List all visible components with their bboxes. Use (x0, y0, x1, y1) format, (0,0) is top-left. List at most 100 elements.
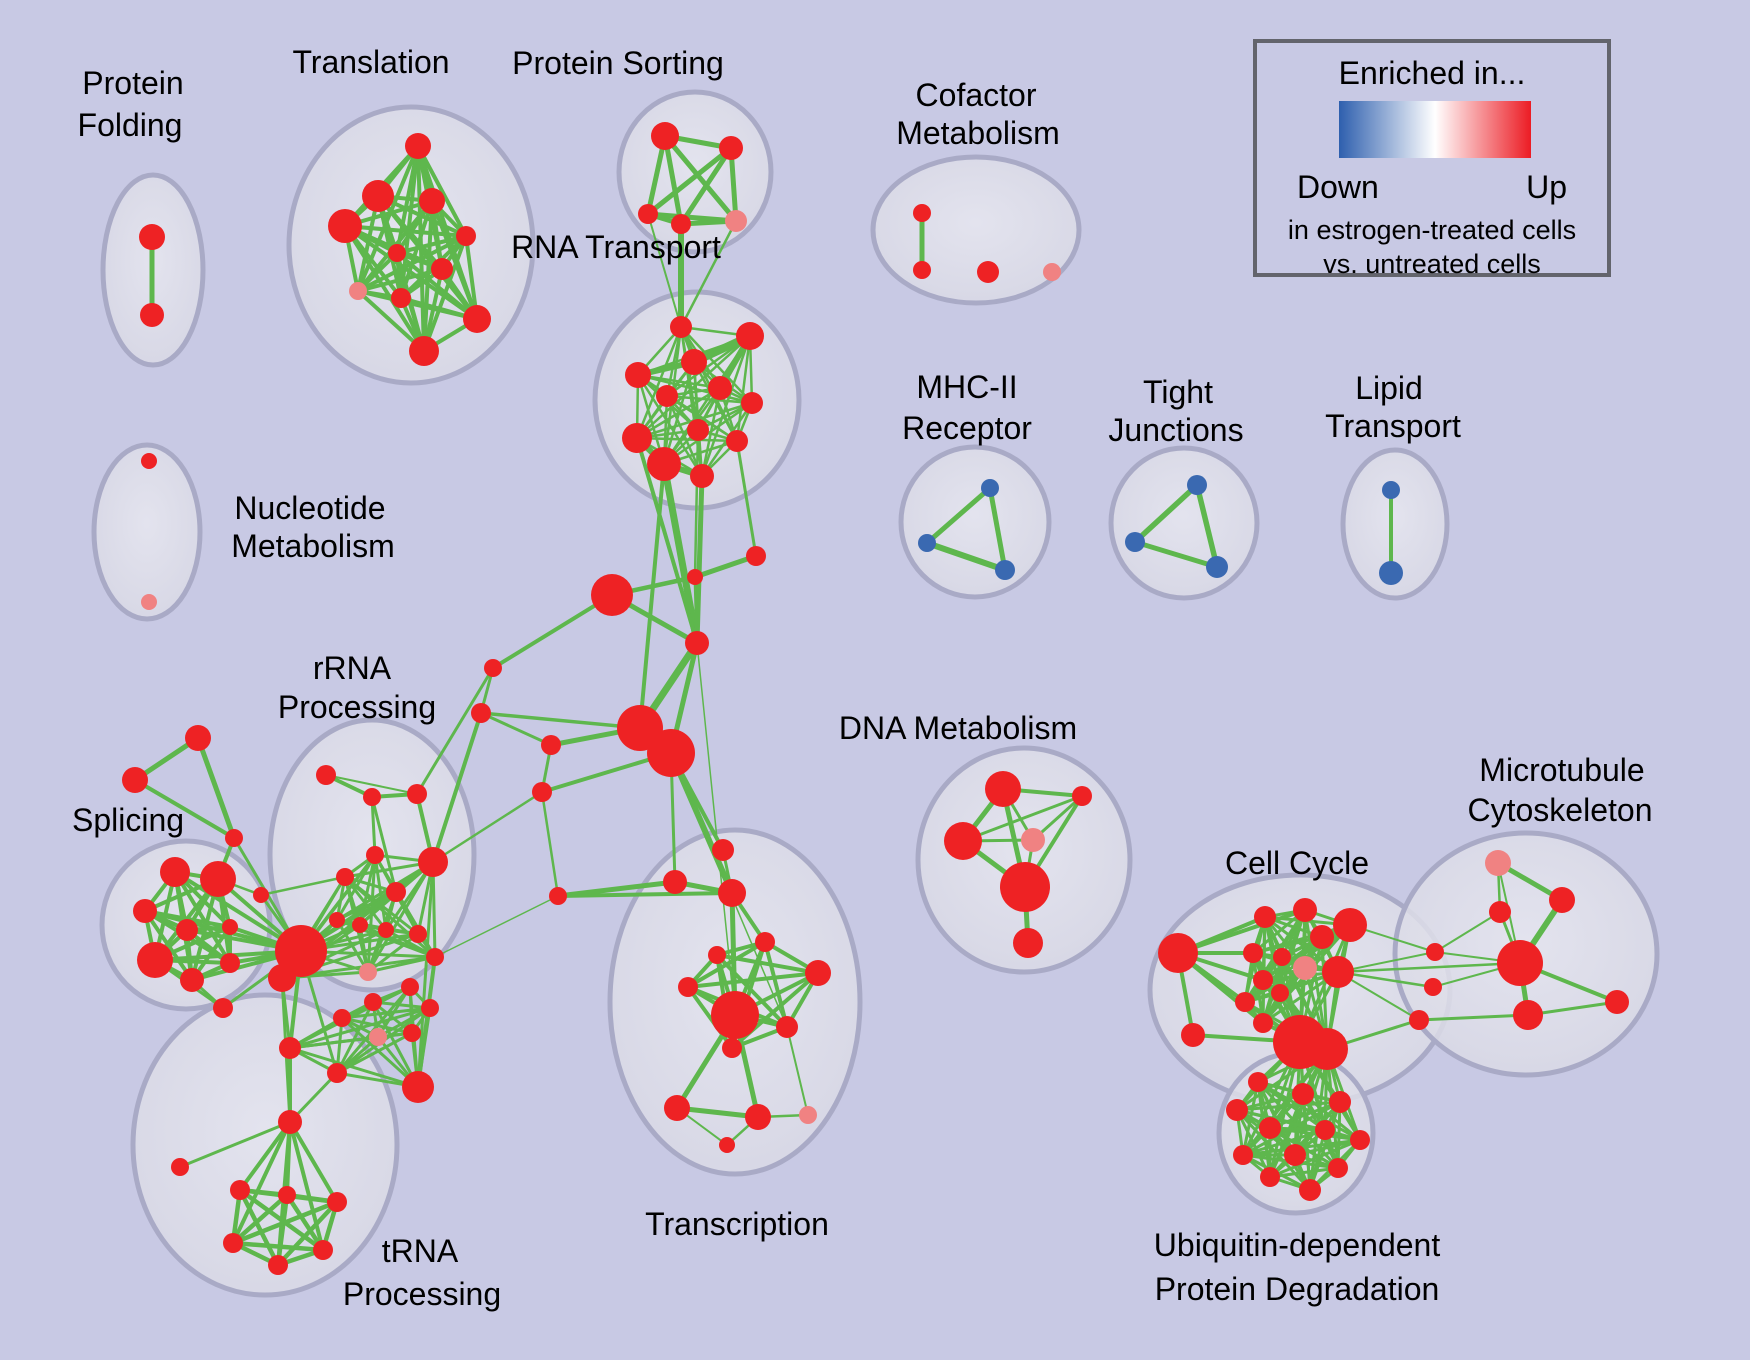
node-tr8[interactable] (711, 991, 759, 1039)
node-s3[interactable] (549, 887, 567, 905)
node-sl4[interactable] (176, 919, 198, 941)
node-cc9[interactable] (1253, 970, 1273, 990)
node-lt1[interactable] (1382, 481, 1400, 499)
node-tj1[interactable] (1187, 475, 1207, 495)
node-ch1[interactable] (687, 569, 703, 585)
node-mid1[interactable] (484, 659, 502, 677)
node-dm2[interactable] (1072, 786, 1092, 806)
node-rt11[interactable] (647, 447, 681, 481)
node-ub3[interactable] (1329, 1091, 1351, 1113)
node-t9[interactable] (391, 288, 411, 308)
node-rr8[interactable] (329, 912, 345, 928)
node-ub10[interactable] (1260, 1167, 1280, 1187)
node-hub2[interactable] (647, 729, 695, 777)
node-d2[interactable] (327, 1063, 347, 1083)
node-rr7[interactable] (386, 882, 406, 902)
node-sl6[interactable] (137, 942, 173, 978)
node-mtp[interactable] (1485, 850, 1511, 876)
node-rt10[interactable] (726, 430, 748, 452)
node-d7[interactable] (421, 999, 439, 1017)
node-sl8[interactable] (180, 968, 204, 992)
node-tr3[interactable] (718, 879, 746, 907)
node-cf2[interactable] (913, 261, 931, 279)
node-cc3[interactable] (1333, 908, 1367, 942)
node-pf2[interactable] (140, 303, 164, 327)
node-dm5[interactable] (1000, 862, 1050, 912)
node-sl7[interactable] (220, 953, 240, 973)
node-tr7[interactable] (678, 977, 698, 997)
node-hubrr[interactable] (275, 925, 327, 977)
node-ub9[interactable] (1284, 1144, 1306, 1166)
node-m1[interactable] (981, 479, 999, 497)
node-cc1[interactable] (1254, 906, 1276, 928)
node-hubrr2[interactable] (268, 964, 296, 992)
node-sl9[interactable] (213, 998, 233, 1018)
node-dm1[interactable] (985, 771, 1021, 807)
node-rt3[interactable] (681, 349, 707, 375)
node-cc7[interactable] (1293, 956, 1317, 980)
node-ch2[interactable] (746, 546, 766, 566)
node-ub7[interactable] (1350, 1130, 1370, 1150)
node-tr14[interactable] (719, 1137, 735, 1153)
node-tr9[interactable] (776, 1016, 798, 1038)
node-rr3[interactable] (407, 784, 427, 804)
node-cc12[interactable] (1253, 1013, 1273, 1033)
node-mt2[interactable] (1489, 901, 1511, 923)
node-tr6[interactable] (805, 960, 831, 986)
node-t10[interactable] (463, 305, 491, 333)
node-mid2[interactable] (471, 703, 491, 723)
node-rr13[interactable] (426, 948, 444, 966)
node-ub1[interactable] (1248, 1072, 1268, 1092)
node-tr1[interactable] (712, 839, 734, 861)
node-d1[interactable] (279, 1037, 301, 1059)
node-mb1[interactable] (1426, 943, 1444, 961)
node-ub8[interactable] (1233, 1145, 1253, 1165)
node-ps1[interactable] (651, 122, 679, 150)
node-rt4[interactable] (625, 362, 651, 388)
node-s1[interactable] (541, 735, 561, 755)
node-t1[interactable] (405, 133, 431, 159)
node-spt2[interactable] (122, 767, 148, 793)
node-d6[interactable] (333, 1009, 351, 1027)
node-rt8[interactable] (687, 419, 709, 441)
node-mb3[interactable] (1409, 1010, 1429, 1030)
node-tr2[interactable] (663, 870, 687, 894)
node-rt7[interactable] (741, 392, 763, 414)
node-dm4[interactable] (1021, 828, 1045, 852)
node-nm2[interactable] (141, 594, 157, 610)
node-d9[interactable] (401, 978, 419, 996)
node-rr12[interactable] (359, 963, 377, 981)
node-dm3[interactable] (944, 822, 982, 860)
node-rt5[interactable] (708, 376, 732, 400)
node-cc13[interactable] (1181, 1023, 1205, 1047)
node-rt1[interactable] (670, 316, 692, 338)
node-cc5[interactable] (1243, 943, 1263, 963)
node-ub2[interactable] (1292, 1083, 1314, 1105)
node-mt4[interactable] (1605, 990, 1629, 1014)
node-t8[interactable] (349, 282, 367, 300)
node-tn6[interactable] (268, 1255, 288, 1275)
node-cc11[interactable] (1235, 992, 1255, 1012)
node-tr12[interactable] (745, 1104, 771, 1130)
node-tn5[interactable] (313, 1240, 333, 1260)
node-rr9[interactable] (352, 917, 368, 933)
node-cch[interactable] (1158, 933, 1198, 973)
node-m2[interactable] (918, 534, 936, 552)
node-dm6[interactable] (1013, 928, 1043, 958)
node-tj3[interactable] (1206, 556, 1228, 578)
node-ps2[interactable] (719, 136, 743, 160)
node-mt3[interactable] (1513, 1000, 1543, 1030)
node-t6[interactable] (388, 244, 406, 262)
node-d4[interactable] (369, 1028, 387, 1046)
node-tj2[interactable] (1125, 532, 1145, 552)
node-ps5[interactable] (725, 210, 747, 232)
node-ch3[interactable] (591, 574, 633, 616)
node-cf3[interactable] (977, 261, 999, 283)
node-ub4[interactable] (1226, 1099, 1248, 1121)
node-t2[interactable] (362, 180, 394, 212)
node-ub5[interactable] (1259, 1117, 1281, 1139)
node-ch4[interactable] (685, 631, 709, 655)
node-spt1[interactable] (185, 725, 211, 751)
node-spt3[interactable] (225, 829, 243, 847)
